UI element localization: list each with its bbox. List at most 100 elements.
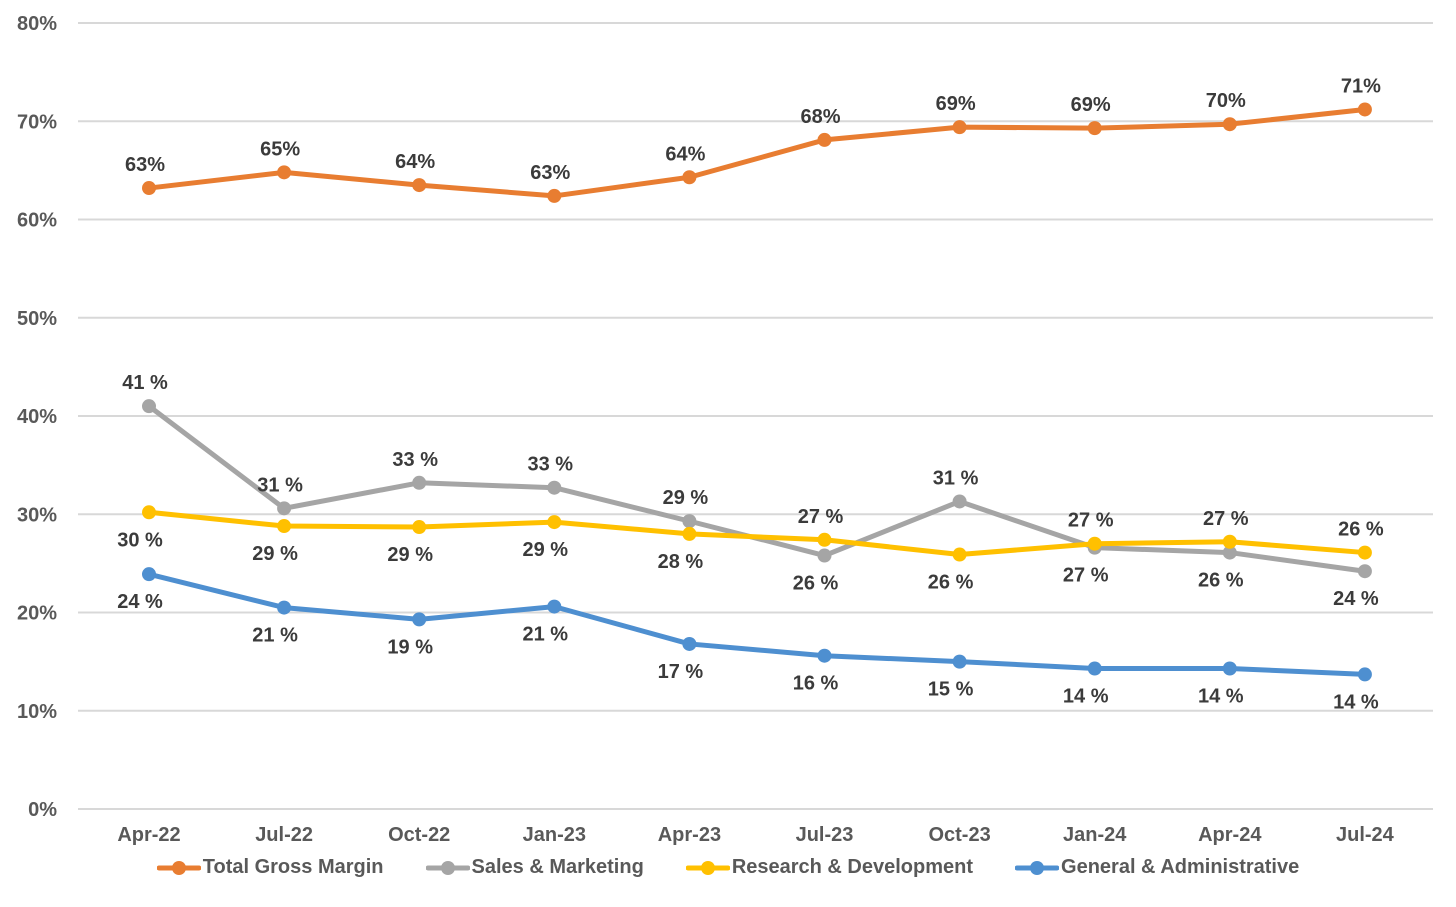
gridlines [78,22,1433,810]
data-label-sales-and-marketing: 33 % [528,454,574,476]
legend-marker-icon [425,860,470,875]
data-label-total-gross-margin: 65% [260,138,300,160]
data-point-research-and-development [277,519,292,534]
data-point-general-and-administrative [952,654,967,669]
x-axis-label: Oct-23 [928,824,990,846]
data-label-general-and-administrative: 24 % [117,591,163,613]
data-label-sales-and-marketing: 31 % [257,474,303,496]
x-axis-label: Jan-23 [523,824,586,846]
chart-legend: Total Gross Margin Sales & Marketing Resea… [0,856,1456,879]
data-point-research-and-development [142,505,156,520]
data-label-sales-and-marketing: 33 % [392,449,438,471]
x-axis-label: Apr-23 [658,824,721,846]
data-point-total-gross-margin [1087,121,1102,136]
data-point-general-and-administrative [1357,667,1372,682]
series-line-research-and-development [146,509,1368,558]
x-axis-label: Jul-23 [796,824,854,846]
data-point-total-gross-margin [682,170,697,185]
data-point-research-and-development [817,532,832,547]
data-label-general-and-administrative: 14 % [1198,686,1244,708]
legend-dot [171,860,186,875]
data-label-general-and-administrative: 19 % [387,636,433,658]
legend-label-sales-and-marketing: Sales & Marketing [471,856,644,878]
data-point-research-and-development [547,515,562,530]
y-axis-tick-label: 40% [17,406,57,428]
data-point-sales-and-marketing [142,399,156,414]
data-point-sales-and-marketing [1357,564,1372,579]
data-point-total-gross-margin [952,120,967,135]
y-axis-tick-label: 10% [17,701,57,723]
data-label-research-and-development: 27 % [798,506,844,528]
data-label-total-gross-margin: 63% [125,154,165,176]
series-total-gross-margin: 63% 65% 64% 63% 64% 68% 69% 69% 70% 71% [125,75,1381,203]
data-point-general-and-administrative [1222,661,1237,676]
data-label-general-and-administrative: 21 % [252,625,298,647]
data-label-general-and-administrative: 21 % [523,624,569,646]
data-point-research-and-development [412,520,427,535]
legend-item-research-and-development: Research & Development [685,856,973,879]
series-line-total-gross-margin [146,106,1368,199]
data-point-sales-and-marketing [817,548,832,563]
data-point-total-gross-margin [817,132,832,147]
y-axis-tick-label: 80% [17,13,57,35]
data-label-research-and-development: 29 % [523,539,569,561]
y-axis-tick-label: 20% [17,603,57,625]
x-axis-label: Apr-22 [117,824,180,846]
data-label-total-gross-margin: 64% [665,143,705,165]
data-point-general-and-administrative [412,612,427,627]
data-point-total-gross-margin [277,165,292,180]
data-point-sales-and-marketing [412,475,427,490]
data-label-sales-and-marketing: 41 % [122,372,168,394]
data-point-sales-and-marketing [682,514,697,529]
data-label-total-gross-margin: 69% [936,93,976,115]
series-general-and-administrative: 24 % 21 % 19 % 21 % 17 % 16 % 15 % 14 % 14 % 14 % [117,567,1379,713]
data-label-research-and-development: 28 % [658,551,704,573]
data-point-general-and-administrative [547,599,562,614]
y-axis-tick-label: 0% [28,799,57,821]
data-label-total-gross-margin: 63% [530,162,570,184]
series-line-sales-and-marketing [146,403,1368,574]
data-point-research-and-development [1087,536,1102,551]
legend-item-total-gross-margin: Total Gross Margin [156,856,384,879]
data-label-research-and-development: 26 % [1338,519,1384,541]
y-axis-tick-labels: 0% 10% 20% 30% 40% 50% 60% 70% 80% [17,13,57,821]
y-axis-tick-label: 50% [17,308,57,330]
legend-label-general-and-administrative: General & Administrative [1061,856,1300,878]
data-label-sales-and-marketing: 31 % [933,467,979,489]
data-label-sales-and-marketing: 24 % [1333,588,1379,610]
data-label-general-and-administrative: 17 % [658,661,704,683]
data-label-general-and-administrative: 15 % [928,679,974,701]
data-point-total-gross-margin [1222,117,1237,132]
data-point-research-and-development [682,526,697,541]
y-axis-tick-label: 70% [17,111,57,133]
series-sales-and-marketing: 41 % 31 % 33 % 33 % 29 % 26 % 31 % 27 % 26 % 24 % [122,372,1379,610]
data-label-total-gross-margin: 64% [395,151,435,173]
data-point-general-and-administrative [142,567,156,582]
data-point-research-and-development [1222,534,1237,549]
x-axis-label: Apr-24 [1198,824,1262,846]
data-label-sales-and-marketing: 26 % [793,573,839,595]
data-point-sales-and-marketing [547,480,562,495]
data-point-total-gross-margin [412,178,427,193]
legend-dot [1030,860,1045,875]
data-point-total-gross-margin [547,188,562,203]
data-point-sales-and-marketing [1222,545,1237,560]
data-label-research-and-development: 26 % [928,572,974,594]
data-point-total-gross-margin [1357,102,1372,117]
data-point-total-gross-margin [142,181,156,196]
x-axis-labels: Apr-22 Jul-22 Oct-22 Jan-23 Apr-23 Jul-23 Oct-… [117,824,1394,846]
legend-dot [700,860,715,875]
data-label-total-gross-margin: 70% [1206,90,1246,112]
data-label-research-and-development: 30 % [117,529,163,551]
legend-item-general-and-administrative: General & Administrative [1015,856,1299,879]
data-label-sales-and-marketing: 29 % [663,487,709,509]
data-label-general-and-administrative: 14 % [1333,691,1379,713]
legend-label-total-gross-margin: Total Gross Margin [202,856,384,878]
legend-dot [440,860,455,875]
series-research-and-development: 30 % 29 % 29 % 29 % 28 % 27 % 26 % 27 % 27 % 26 % [117,505,1384,594]
data-point-research-and-development [952,547,967,562]
data-point-sales-and-marketing [952,494,967,509]
data-label-research-and-development: 27 % [1068,510,1114,532]
